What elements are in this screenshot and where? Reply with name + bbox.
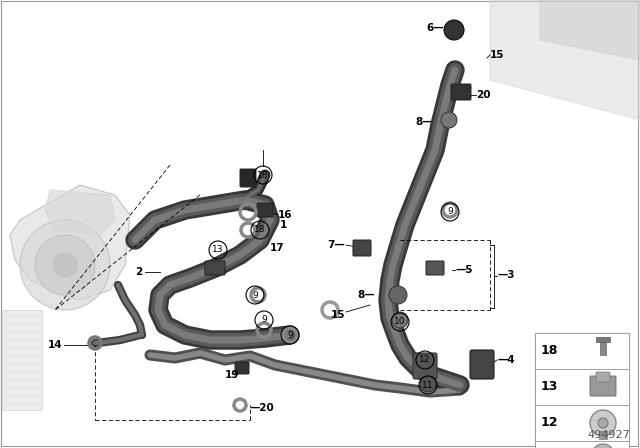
Bar (599, 431, 607, 439)
Text: 8—: 8— (415, 117, 433, 127)
Text: 15: 15 (490, 50, 504, 60)
Text: 13: 13 (212, 246, 224, 254)
FancyBboxPatch shape (205, 261, 225, 275)
Text: 494927: 494927 (588, 430, 630, 440)
Bar (535, 333, 629, 448)
FancyBboxPatch shape (426, 261, 444, 275)
Bar (596, 337, 610, 342)
Text: 15: 15 (330, 310, 345, 320)
Circle shape (392, 312, 408, 328)
Text: 7—: 7— (328, 240, 345, 250)
Circle shape (389, 286, 407, 304)
FancyBboxPatch shape (451, 84, 471, 100)
Text: 18: 18 (257, 171, 269, 180)
Circle shape (441, 112, 457, 128)
Circle shape (53, 253, 77, 277)
Bar (535, 333, 629, 369)
Text: 18: 18 (541, 345, 558, 358)
FancyBboxPatch shape (257, 203, 273, 217)
Polygon shape (10, 185, 130, 300)
Text: 16: 16 (278, 210, 292, 220)
Text: 9: 9 (287, 331, 293, 340)
Bar (600, 339, 606, 355)
Circle shape (598, 418, 608, 428)
FancyBboxPatch shape (470, 350, 494, 379)
Circle shape (420, 376, 436, 392)
Text: 9: 9 (447, 207, 453, 216)
FancyBboxPatch shape (590, 376, 616, 396)
Circle shape (20, 220, 110, 310)
Text: 8—: 8— (358, 290, 375, 300)
Bar (535, 441, 629, 448)
Text: —20: —20 (250, 403, 275, 413)
Text: —4: —4 (497, 355, 515, 365)
Text: 12: 12 (541, 417, 559, 430)
FancyBboxPatch shape (596, 372, 610, 382)
Text: 14: 14 (47, 340, 62, 350)
Circle shape (444, 20, 464, 40)
Text: —5: —5 (455, 265, 472, 275)
Bar (535, 405, 629, 441)
Text: 13: 13 (541, 380, 558, 393)
Text: 10: 10 (394, 318, 406, 327)
FancyBboxPatch shape (235, 362, 249, 374)
Text: 9: 9 (252, 290, 258, 300)
Circle shape (35, 235, 95, 295)
Text: 19: 19 (225, 370, 239, 380)
Polygon shape (45, 190, 115, 235)
Text: 9: 9 (261, 315, 267, 324)
Bar (2, 310, 42, 410)
Text: 20: 20 (476, 90, 490, 100)
Text: 18: 18 (254, 225, 266, 234)
Text: 1: 1 (280, 220, 287, 230)
FancyBboxPatch shape (353, 240, 371, 256)
FancyBboxPatch shape (240, 169, 256, 187)
Bar (535, 369, 629, 405)
Circle shape (592, 444, 614, 448)
Polygon shape (490, 0, 640, 120)
Text: —3: —3 (497, 270, 515, 280)
FancyBboxPatch shape (413, 353, 437, 379)
Text: 6—: 6— (426, 23, 444, 33)
Text: 11: 11 (422, 380, 434, 389)
Circle shape (590, 410, 616, 436)
Text: 2: 2 (135, 267, 142, 277)
Polygon shape (540, 0, 640, 60)
Text: 17: 17 (270, 243, 285, 253)
Text: 12: 12 (419, 356, 431, 365)
